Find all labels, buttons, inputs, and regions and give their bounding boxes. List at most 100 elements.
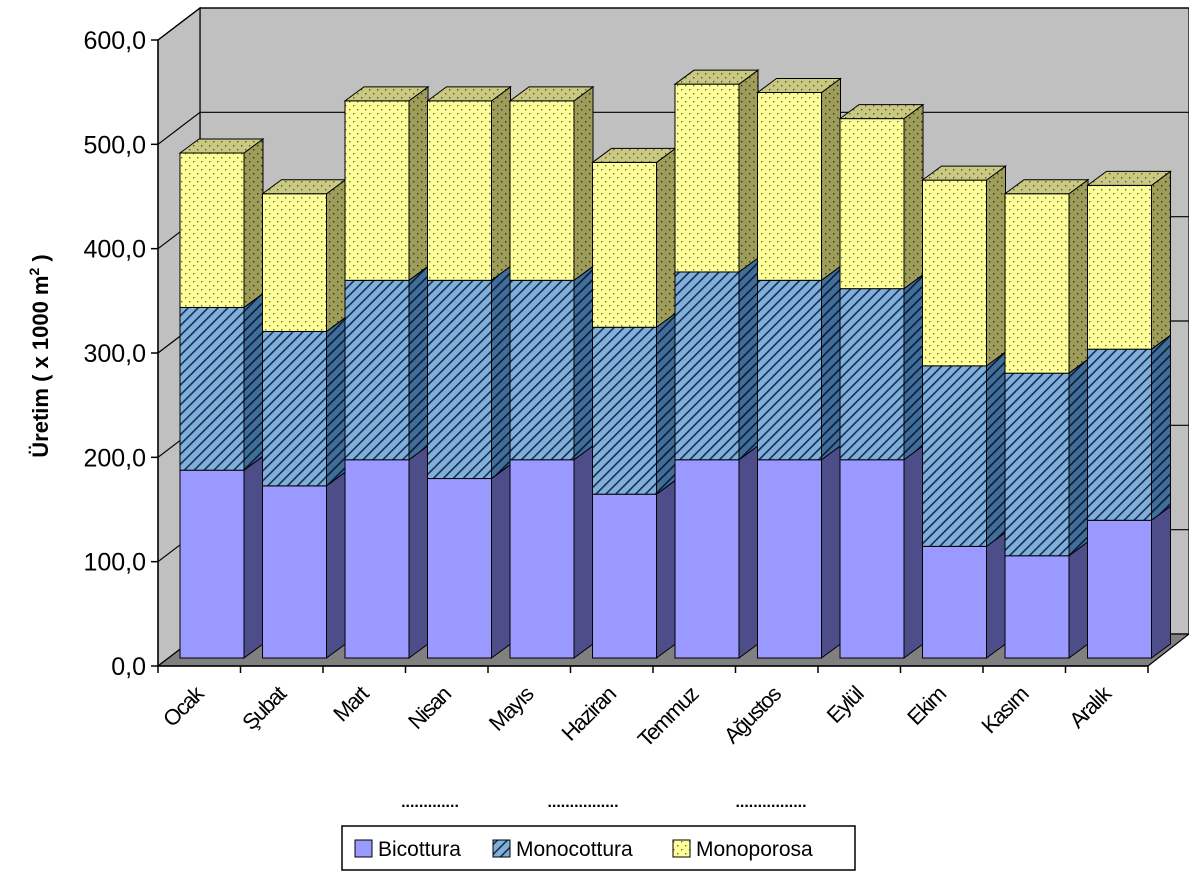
bar-segment-monoporosa [838,103,925,290]
bar-side [986,531,1006,659]
bar-front [674,459,740,659]
legend-label-bicottura: Bicottura [378,838,461,861]
bar-segment-monocottura [1087,334,1171,522]
x-tick-label: Haziran [556,682,620,746]
bar-side [491,463,511,659]
bar-front [179,306,245,471]
bar-front [839,118,905,290]
legend-label-monocottura: Monocottura [516,838,633,861]
bar-side [491,265,511,480]
bar-segment-monocottura [262,316,346,487]
bar-side [656,312,676,496]
bars [178,69,1173,659]
bar-side [986,165,1006,367]
bar-front [592,161,657,328]
bar-side [1151,170,1171,351]
bar-front [262,330,327,487]
bar-side [243,292,264,472]
bar-front [509,279,575,461]
bar-segment-monoporosa [673,69,760,273]
x-tick-label: Mart [328,681,374,727]
bar-top [343,86,430,102]
bar-segment-monoporosa [178,138,265,309]
bar-segment-monocottura [839,273,924,461]
legend-swatch-bicottura [354,839,373,858]
bar-segment-monoporosa [755,77,843,282]
bar-side [738,256,759,461]
bar-segment-monoporosa [920,165,1008,367]
bar-front [344,459,410,659]
x-tick-label: Temmuz [633,682,703,752]
bar-side [243,455,264,659]
bar-front [757,459,822,659]
legend: Bicottura Monocottura Monoporosa [341,825,856,871]
bar-top [673,69,760,85]
bar-segment-bicottura [509,444,594,659]
bar-front [262,485,327,659]
bar-front [427,279,492,480]
y-axis-title: Üretim ( x 1000 m2 ) [26,254,53,457]
bar-side [1068,540,1089,659]
bar-front [1087,348,1152,521]
legend-swatch-monocottura [492,839,511,858]
y-axis: 0,0 100,0 200,0 300,0 400,0 500,0 600,0 [83,27,159,681]
bar-segment-bicottura [344,444,429,659]
legend-swatch-monoporosa [672,839,691,858]
annotation-dots-1: ............. [401,794,459,811]
bar-segment-bicottura [262,470,346,659]
bar-side [656,147,676,329]
bar-side [243,138,264,309]
bar-front [922,179,987,367]
bar-side [408,444,429,659]
bar-side [656,479,676,659]
x-tick-label: Nisan [403,682,455,734]
bar-front [179,152,245,308]
bar-top [508,86,595,102]
bar-segment-bicottura [1087,505,1171,659]
bar-side [573,85,594,282]
bar-side [986,350,1006,548]
bar-top [838,104,925,120]
bar-segment-bicottura [592,479,676,659]
bar-segment-bicottura [674,444,759,659]
bar-side [1068,178,1089,375]
bar-segment-monocottura [592,312,676,496]
legend-label-monoporosa: Monoporosa [696,838,813,861]
bar-front [757,92,822,281]
bar-front [427,478,492,659]
bar-segment-monoporosa [1085,170,1173,351]
bar-front [1087,184,1152,350]
bar-segment-bicottura [179,455,264,659]
x-axis: Ocak Şubat Mart Nisan Mayıs Haziran Temmuz Ağus… [157,665,1149,752]
bar-side [326,316,346,487]
bar-side [408,265,429,461]
gridline-side [157,7,201,41]
x-tick-label: Ağustos [719,681,787,749]
legend-box [341,825,856,871]
bar-segment-monoporosa [590,147,678,329]
y-tick-label: 100,0 [83,549,146,577]
bar-side [573,444,594,659]
bar-segment-monocottura [344,265,429,461]
bar-front [179,469,245,659]
bar-top [755,78,843,94]
bar-top [1003,179,1090,195]
y-tick-label: 600,0 [83,27,146,55]
bar-front [592,493,657,659]
bar-front [1087,519,1152,659]
bar-segment-monocottura [427,265,511,480]
x-tick-label: Eylül [822,681,869,728]
annotation-dots-3: ................ [735,794,806,811]
bar-side [903,273,924,461]
bar-front [344,100,410,281]
bar-front [1004,555,1070,659]
y-tick-label: 200,0 [83,444,146,472]
x-tick-label: Mayıs [484,681,539,736]
y-tick-label: 300,0 [83,340,146,368]
bar-side [903,103,924,290]
bar-front [839,288,905,461]
bar-front [1004,193,1070,374]
x-tick-label: Ekim [902,682,950,730]
bar-segment-monocottura [509,265,594,461]
bar-side [326,178,346,333]
